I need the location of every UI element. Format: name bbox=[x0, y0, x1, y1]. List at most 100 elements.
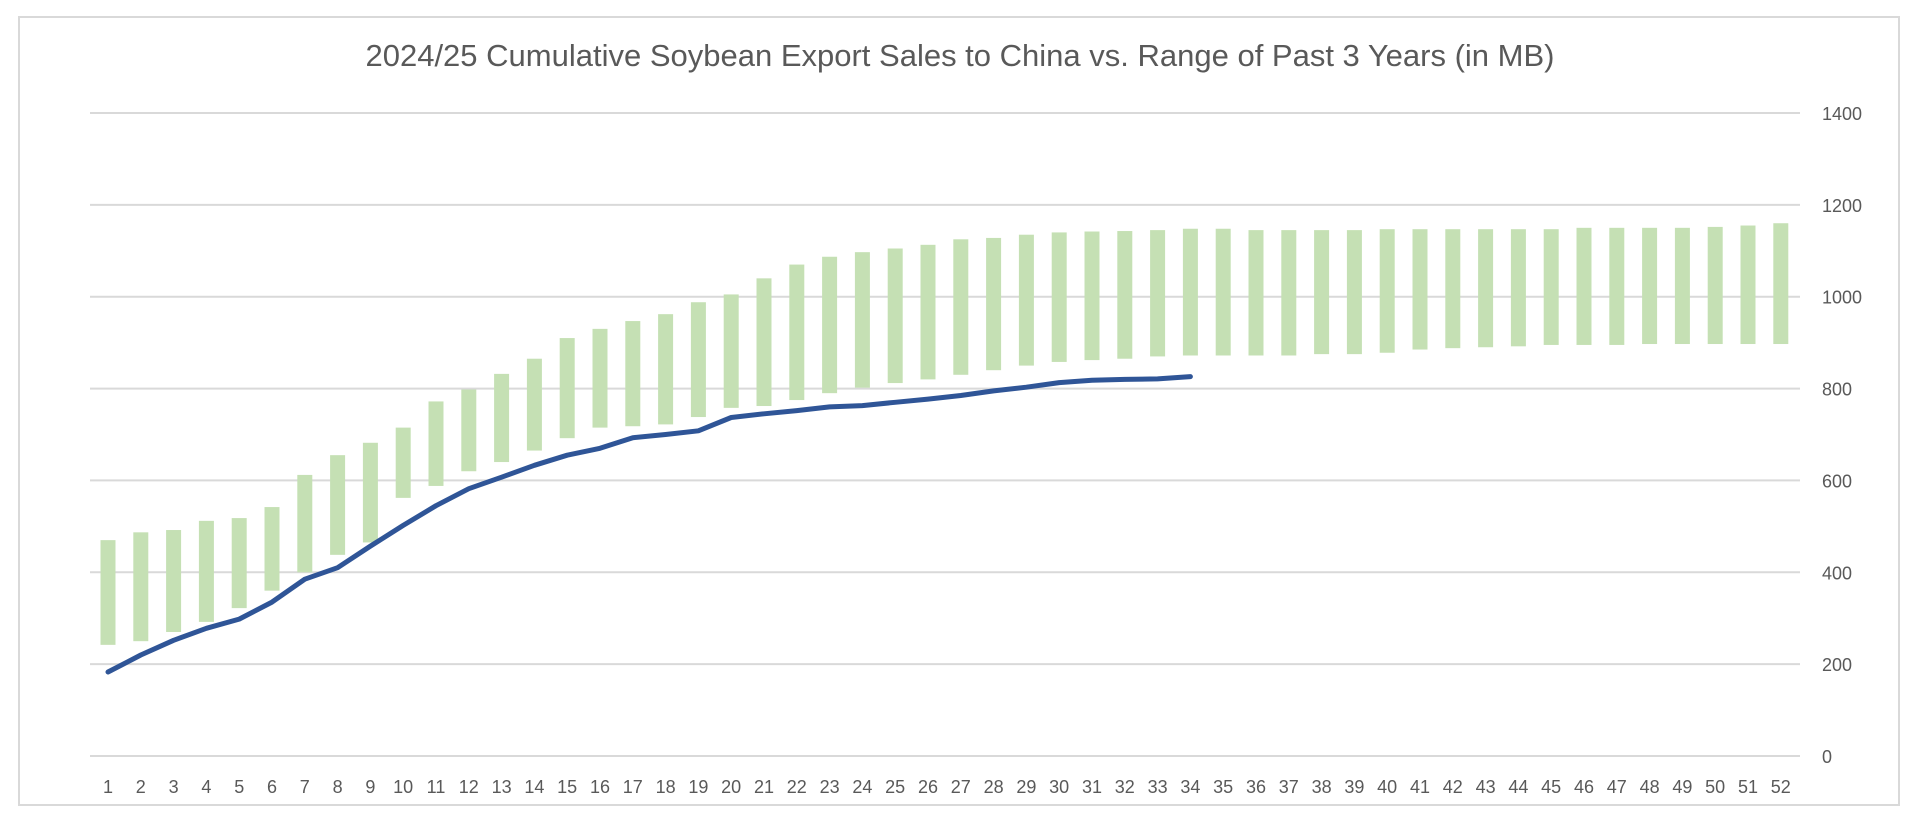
range-bar bbox=[625, 321, 641, 427]
range-bar bbox=[1281, 230, 1297, 356]
x-tick-label: 21 bbox=[754, 777, 774, 797]
range-bar bbox=[395, 427, 411, 498]
x-axis-ticks: 1 2 3 4 5 6 7 8 9 10 11 12 13 14 15 16 17 18 19 20 21 22 23 24 2… bbox=[103, 777, 1791, 797]
x-tick-label: 8 bbox=[333, 777, 343, 797]
range-bar bbox=[264, 507, 280, 591]
range-bar bbox=[198, 520, 214, 622]
y-tick-label: 0 bbox=[1822, 747, 1832, 767]
range-bar bbox=[1412, 229, 1428, 350]
x-tick-label: 1 bbox=[103, 777, 113, 797]
range-bar bbox=[362, 442, 378, 543]
x-tick-label: 6 bbox=[267, 777, 277, 797]
range-bar bbox=[1215, 228, 1231, 356]
x-tick-label: 9 bbox=[365, 777, 375, 797]
range-bar bbox=[756, 278, 772, 407]
range-bar bbox=[1150, 230, 1166, 357]
range-bar bbox=[1314, 230, 1330, 355]
range-bar bbox=[1773, 223, 1789, 345]
x-tick-label: 49 bbox=[1672, 777, 1692, 797]
x-tick-label: 36 bbox=[1246, 777, 1266, 797]
y-tick-label: 1200 bbox=[1822, 196, 1862, 216]
x-tick-label: 23 bbox=[820, 777, 840, 797]
range-bar bbox=[1478, 229, 1494, 348]
range-bar bbox=[854, 252, 870, 388]
x-tick-label: 50 bbox=[1705, 777, 1725, 797]
x-tick-label: 19 bbox=[688, 777, 708, 797]
x-tick-label: 42 bbox=[1443, 777, 1463, 797]
chart-title: 2024/25 Cumulative Soybean Export Sales … bbox=[365, 38, 1555, 73]
x-tick-label: 46 bbox=[1574, 777, 1594, 797]
range-bar bbox=[330, 455, 346, 555]
range-bar bbox=[428, 401, 444, 486]
range-bar bbox=[494, 373, 510, 463]
range-bar bbox=[592, 328, 608, 428]
x-tick-label: 34 bbox=[1180, 777, 1200, 797]
range-bar bbox=[1510, 229, 1526, 347]
range-bar bbox=[789, 264, 805, 401]
range-bar bbox=[1543, 229, 1559, 345]
y-tick-label: 200 bbox=[1822, 655, 1852, 675]
x-tick-label: 5 bbox=[234, 777, 244, 797]
x-tick-label: 18 bbox=[656, 777, 676, 797]
x-tick-label: 43 bbox=[1476, 777, 1496, 797]
range-bars bbox=[100, 223, 1789, 645]
x-tick-label: 12 bbox=[459, 777, 479, 797]
y-axis-ticks: 0 200 400 600 800 1000 1200 1400 bbox=[1822, 104, 1862, 767]
range-bar bbox=[1576, 227, 1592, 345]
current-year-line-group bbox=[105, 374, 1193, 675]
range-bar bbox=[297, 474, 313, 573]
x-tick-label: 20 bbox=[721, 777, 741, 797]
x-tick-label: 31 bbox=[1082, 777, 1102, 797]
x-tick-label: 44 bbox=[1508, 777, 1528, 797]
range-bar bbox=[526, 358, 542, 451]
y-tick-label: 400 bbox=[1822, 563, 1852, 583]
x-tick-label: 3 bbox=[169, 777, 179, 797]
range-bar bbox=[1609, 227, 1625, 345]
range-bar bbox=[658, 314, 674, 425]
x-tick-label: 22 bbox=[787, 777, 807, 797]
x-tick-label: 13 bbox=[492, 777, 512, 797]
x-tick-label: 2 bbox=[136, 777, 146, 797]
chart-frame bbox=[18, 16, 1900, 806]
range-bar bbox=[1642, 227, 1658, 345]
x-tick-label: 35 bbox=[1213, 777, 1233, 797]
x-tick-label: 11 bbox=[427, 777, 446, 797]
range-bar bbox=[231, 518, 247, 609]
x-tick-label: 47 bbox=[1607, 777, 1627, 797]
range-bar bbox=[1740, 225, 1756, 345]
range-bar bbox=[1379, 229, 1395, 353]
x-tick-label: 29 bbox=[1016, 777, 1036, 797]
x-tick-label: 32 bbox=[1115, 777, 1135, 797]
x-tick-label: 48 bbox=[1640, 777, 1660, 797]
x-tick-label: 17 bbox=[623, 777, 643, 797]
range-bar bbox=[1445, 229, 1461, 349]
x-tick-label: 51 bbox=[1738, 777, 1758, 797]
range-bar bbox=[133, 532, 149, 642]
x-tick-label: 30 bbox=[1049, 777, 1069, 797]
range-bar bbox=[461, 389, 477, 472]
x-tick-label: 24 bbox=[852, 777, 872, 797]
x-tick-label: 33 bbox=[1148, 777, 1168, 797]
range-bar bbox=[1117, 231, 1133, 359]
current-year-line bbox=[105, 374, 1193, 675]
x-tick-label: 39 bbox=[1344, 777, 1364, 797]
range-bar bbox=[1707, 226, 1723, 345]
x-tick-label: 28 bbox=[984, 777, 1004, 797]
x-tick-label: 25 bbox=[885, 777, 905, 797]
x-tick-label: 45 bbox=[1541, 777, 1561, 797]
range-bar bbox=[1248, 230, 1264, 356]
range-bar bbox=[920, 244, 936, 380]
y-tick-label: 600 bbox=[1822, 471, 1852, 491]
y-tick-label: 800 bbox=[1822, 380, 1852, 400]
x-tick-label: 38 bbox=[1312, 777, 1332, 797]
range-bar bbox=[690, 302, 706, 418]
gridlines bbox=[90, 112, 1800, 757]
range-bar bbox=[1346, 230, 1362, 355]
x-tick-label: 15 bbox=[557, 777, 577, 797]
x-tick-label: 16 bbox=[590, 777, 610, 797]
y-tick-label: 1400 bbox=[1822, 104, 1862, 124]
range-bar bbox=[1182, 228, 1198, 356]
x-tick-label: 4 bbox=[201, 777, 211, 797]
x-tick-label: 14 bbox=[524, 777, 544, 797]
range-bar bbox=[166, 530, 182, 632]
